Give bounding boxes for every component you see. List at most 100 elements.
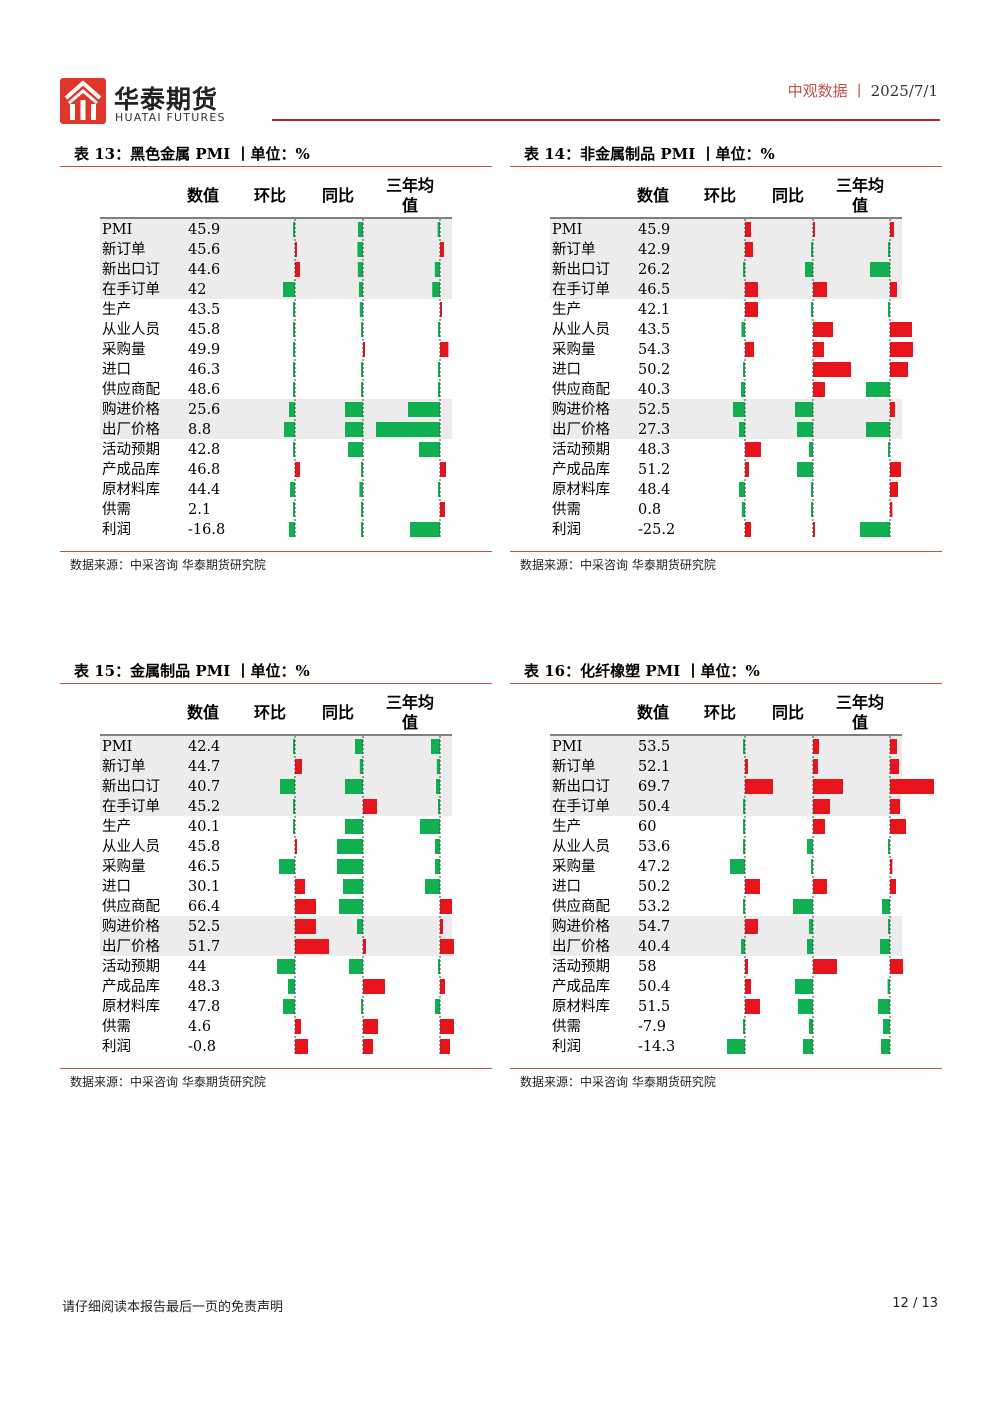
mom-bar: [745, 442, 761, 457]
mom-bar: [295, 242, 297, 257]
yoy-bar: [813, 759, 818, 774]
heatbar-table: 数值 环比 同比 三年均值 PMI 45.9 新订单 42.9 新出口订 26.2 在手订单 46.5…: [510, 167, 942, 551]
avg-bar: [440, 1019, 454, 1034]
row-stripe: [550, 419, 902, 439]
column-header: 环比: [704, 186, 736, 205]
row-stripe: [550, 756, 902, 776]
avg-bar: [890, 959, 903, 974]
row-label: 进口: [102, 878, 131, 895]
row-label: 生产: [102, 818, 131, 835]
mom-bar: [293, 382, 295, 397]
row-stripe: [100, 736, 452, 756]
yoy-bar: [795, 402, 813, 417]
row-value: 53.6: [638, 839, 670, 855]
avg-bar: [438, 322, 440, 337]
table-panel-13: 表 13：黑色金属 PMI 丨单位：% 数值 环比 同比 三年均值 PMI 45.9 新订单…: [60, 142, 492, 573]
row-label: PMI: [552, 222, 582, 238]
yoy-bar: [359, 302, 363, 317]
row-value: 51.5: [638, 999, 670, 1015]
row-label: 购进价格: [552, 918, 610, 935]
avg-bar: [860, 522, 890, 537]
yoy-bar: [337, 839, 363, 854]
yoy-bar: [797, 462, 813, 477]
column-header: 数值: [637, 703, 669, 722]
row-label: 新出口订: [102, 261, 160, 278]
row-stripe: [550, 219, 902, 239]
row-value: -25.2: [638, 522, 675, 538]
yoy-bar: [813, 222, 815, 237]
yoy-bar: [811, 242, 813, 257]
avg-bar: [890, 282, 897, 297]
mom-bar: [295, 1039, 308, 1054]
row-value: 44.7: [188, 759, 220, 775]
yoy-bar: [345, 402, 363, 417]
table-panel-16: 表 16：化纤橡塑 PMI 丨单位：% 数值 环比 同比 三年均值 PMI 53.5 新订单…: [510, 659, 942, 1090]
avg-bar: [419, 442, 440, 457]
row-label: 生产: [552, 301, 581, 318]
row-label: 供需: [102, 1018, 131, 1035]
avg-bar: [881, 1039, 890, 1054]
table-panel-15: 表 15：金属制品 PMI 丨单位：% 数值 环比 同比 三年均值 PMI 42.4 新订单…: [60, 659, 492, 1090]
yoy-bar: [359, 482, 363, 497]
row-label: 在手订单: [102, 281, 160, 298]
row-stripe: [100, 219, 452, 239]
row-value: 46.5: [638, 282, 670, 298]
row-value: 66.4: [188, 899, 220, 915]
column-header: 值: [402, 196, 418, 215]
row-label: 生产: [552, 818, 581, 835]
avg-bar: [890, 502, 893, 517]
row-label: 活动预期: [102, 958, 160, 975]
row-value: 26.2: [638, 262, 670, 278]
row-stripe: [100, 756, 452, 776]
column-header: 三年均: [836, 176, 884, 195]
mom-bar: [733, 402, 745, 417]
yoy-bar: [809, 1019, 813, 1034]
row-label: 从业人员: [102, 321, 160, 338]
row-label: 原材料库: [552, 998, 610, 1015]
mom-bar: [745, 959, 748, 974]
avg-bar: [890, 739, 897, 754]
mom-bar: [743, 819, 745, 834]
row-value: 51.7: [188, 939, 220, 955]
row-stripe: [550, 259, 902, 279]
avg-bar: [440, 939, 454, 954]
avg-bar: [438, 959, 440, 974]
avg-bar: [888, 442, 890, 457]
yoy-bar: [813, 779, 843, 794]
row-stripe: [100, 279, 452, 299]
row-value: 54.3: [638, 342, 670, 358]
avg-bar: [890, 779, 934, 794]
avg-bar: [437, 222, 440, 237]
row-stripe: [550, 239, 902, 259]
yoy-bar: [797, 422, 813, 437]
header-separator: 丨: [851, 82, 867, 100]
yoy-bar: [348, 442, 363, 457]
row-value: 45.6: [188, 242, 220, 258]
mom-bar: [283, 999, 295, 1014]
row-label: 出厂价格: [552, 421, 610, 438]
avg-bar: [434, 262, 440, 277]
yoy-bar: [813, 342, 824, 357]
row-label: 购进价格: [102, 918, 160, 935]
row-label: 供应商配: [552, 380, 610, 398]
row-label: 利润: [102, 521, 131, 538]
mom-bar: [289, 402, 295, 417]
row-value: 42.1: [638, 302, 670, 318]
title-divider: [510, 166, 942, 167]
row-stripe: [100, 259, 452, 279]
row-stripe: [100, 419, 452, 439]
yoy-bar: [361, 362, 363, 377]
yoy-bar: [811, 482, 813, 497]
row-stripe: [550, 399, 902, 419]
mom-bar: [295, 1019, 301, 1034]
row-value: 52.1: [638, 759, 670, 775]
row-label: 购进价格: [102, 401, 160, 418]
heatbar-table: 数值 环比 同比 三年均值 PMI 53.5 新订单 52.1 新出口订 69.7 在手订单 50.4…: [510, 684, 942, 1068]
row-label: 供应商配: [552, 897, 610, 915]
avg-bar: [408, 402, 440, 417]
row-value: 40.3: [638, 382, 670, 398]
yoy-bar: [809, 919, 813, 934]
